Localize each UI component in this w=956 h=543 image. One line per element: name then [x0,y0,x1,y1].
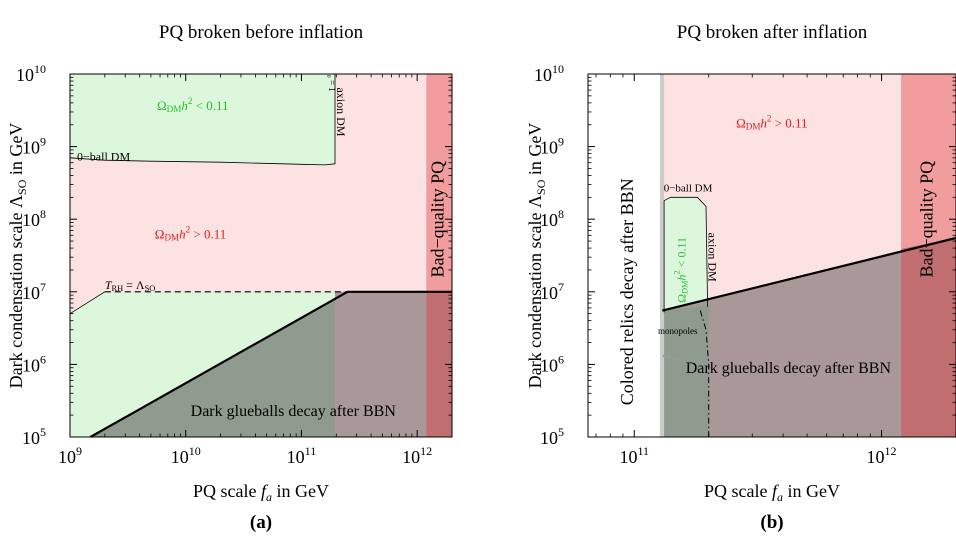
label-bad-quality: Bad−quality PQ [427,161,447,278]
y-tick-label: 107 [540,280,564,303]
x-tick-label: 109 [58,444,82,467]
x-tick-label: 1010 [171,444,201,467]
label-colored-relics: Colored relics decay after BBN [617,178,637,405]
label-omega-green: ΩDMh2 < 0.11 [673,237,690,303]
plot-area: ΩDMh2 > 0.11 0−ball DM axion DM ΩDMh2 < 0.1… [588,74,956,437]
minor-ticks [70,74,452,437]
panel-b: ΩDMh2 > 0.11 0−ball DM axion DM ΩDMh2 < 0.1… [525,22,956,533]
label-glueballs: Dark glueballs decay after BBN [686,360,892,377]
glueball-green-region [662,305,709,437]
green-region [664,197,708,313]
label-monopoles: monopoles [658,326,698,336]
glueball-boundary [662,236,956,312]
x-tick-label: 1012 [402,444,432,467]
colored-relics-band [659,74,665,437]
label-glueballs: Dark glueballs decay after BBN [191,403,397,420]
minor-ticks [588,74,956,437]
reheating-pink-edge [70,291,106,315]
label-axion-dm: axion DM [334,87,348,136]
plot-frame [587,73,956,438]
bad-quality-dark [901,238,956,437]
label-axion-dm: axion DM [706,233,720,282]
label-omega-red: ΩDMh2 > 0.11 [155,224,226,242]
pink-region [70,74,452,314]
label-omega-red: ΩDMh2 > 0.11 [736,114,807,132]
y-axis-label: Dark condensation scale ΛSO in GeV [525,123,548,389]
chart-title: PQ broken before inflation [159,22,364,43]
q-ball-boundary [663,196,708,313]
y-tick-label: 106 [540,352,564,375]
y-tick-label: 105 [540,425,564,448]
y-tick-label: 108 [540,207,564,230]
y-tick-label: 105 [22,425,46,448]
y-tick-label: 109 [540,135,564,158]
x-tick-label: 1011 [619,444,649,467]
q-ball-boundary [70,74,336,166]
label-q-ball-dm: 0−ball DM [77,150,130,164]
y-tick-label: 108 [22,207,46,230]
label-theta: θ₀ = 1 [327,70,337,92]
y-tick-label: 109 [22,135,46,158]
monopole-gray-curve [662,354,699,373]
glueball-region [662,238,956,437]
label-bad-quality: Bad−quality PQ [917,161,937,278]
x-axis-label: PQ scale fa in GeV [193,481,329,504]
y-tick-label: 107 [22,280,46,303]
label-q-ball-dm: 0−ball DM [664,183,713,195]
y-tick-label: 1010 [16,62,46,85]
chart-title: PQ broken after inflation [677,22,868,43]
y-axis-label: Dark condensation scale ΛSO in GeV [6,123,29,389]
monopole-boundary [699,310,710,437]
x-tick-label: 1012 [867,444,897,467]
x-axis-label: PQ scale fa in GeV [704,481,840,504]
plot-frame [69,73,453,438]
panel-label: (a) [250,512,272,533]
label-reheating: TRH = ΛSO [105,278,156,293]
bad-quality-dark [426,291,452,437]
panel-label: (b) [760,512,783,533]
x-tick-label: 1011 [287,444,317,467]
y-tick-label: 1010 [534,62,564,85]
purple-region [335,291,452,437]
y-tick-label: 106 [22,352,46,375]
label-omega-green: ΩDMh2 < 0.11 [157,96,228,114]
